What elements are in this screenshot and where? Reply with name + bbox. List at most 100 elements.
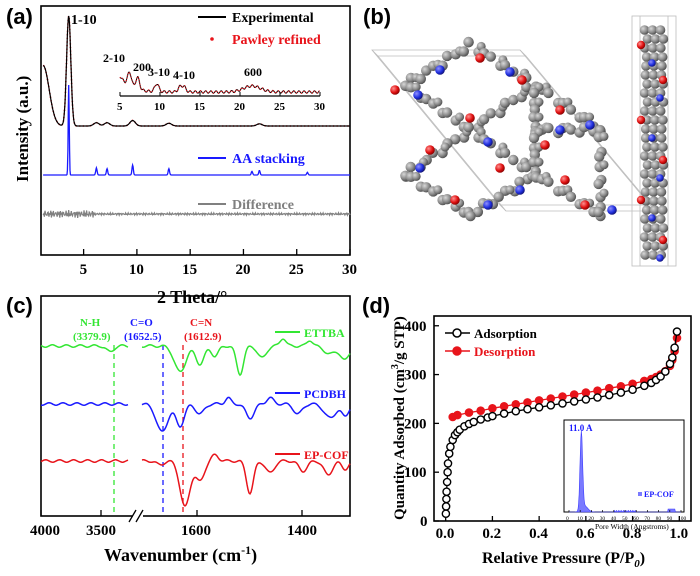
legend-label-ettba: ETTBA: [304, 326, 345, 340]
atom-carbon: [647, 25, 658, 35]
atom-carbon: [639, 151, 650, 161]
atom-carbon: [647, 169, 658, 179]
unit-cell-outline: [371, 15, 677, 267]
inset-peak-600: 600: [244, 65, 262, 79]
data-point-adsorption: [476, 415, 486, 424]
inset-ticks-a: 5 10 15 20 25 30: [117, 92, 326, 113]
atom-carbon: [657, 61, 667, 71]
atom-carbon: [640, 214, 650, 224]
atom-carbon: [593, 178, 604, 190]
atom-carbon: [458, 46, 469, 57]
atom-carbon: [650, 160, 661, 170]
data-point-adsorption: [581, 395, 591, 404]
atom-carbon: [647, 232, 658, 242]
marker-value-nh: (3379.9): [73, 331, 111, 343]
panel-label-b: (b): [363, 4, 391, 29]
series-aa-stacking: [43, 84, 350, 176]
x-tick-a-2: 15: [182, 262, 197, 278]
atom-carbon: [642, 142, 652, 152]
legend-swatch-pawley: [210, 37, 214, 41]
data-point-desorption: [534, 396, 544, 405]
x-axis-label-c: Wavenumber (cm-1): [104, 543, 257, 566]
axis-break-marks: [128, 509, 144, 523]
atom-oxygen: [465, 113, 475, 123]
atom-oxygen: [560, 175, 570, 185]
atom-carbon: [650, 34, 661, 44]
legend-label-aa: AA stacking: [232, 152, 305, 167]
atom-carbon: [565, 124, 577, 135]
data-point-adsorption: [593, 393, 602, 402]
atom-carbon: [411, 171, 421, 181]
panel-label-c: (c): [6, 293, 33, 318]
atom-carbon: [658, 223, 669, 233]
plot-frame-a: [40, 5, 351, 256]
inset-tick-d-1: 10: [577, 516, 583, 522]
x-tick-c-2: 1600: [181, 523, 211, 539]
plot-frame-d: [433, 315, 692, 522]
legend-marker-adsorption: [452, 328, 462, 338]
atom-oxygen: [540, 140, 550, 150]
data-point-adsorption: [441, 509, 451, 519]
atom-oxygen: [580, 200, 590, 210]
atom-carbon: [594, 151, 605, 162]
x-tick-d-5: 1.0: [669, 526, 688, 542]
panel-label-a: (a): [6, 4, 33, 29]
y-tick-d-2: 200: [404, 416, 427, 432]
legend-label-epcof: EP-COF: [304, 448, 349, 462]
atom-carbon: [642, 241, 653, 251]
atom-carbon: [405, 161, 416, 173]
inset-tick-4: 25: [274, 101, 286, 113]
data-point-adsorption: [672, 327, 682, 336]
y-tick-d-1: 100: [404, 465, 427, 481]
inset-tick-d-2: 20: [588, 516, 594, 522]
atom-carbon: [499, 147, 511, 158]
atom-carbon: [534, 157, 544, 167]
inset-legend-label: EP-COF: [644, 490, 674, 499]
atom-nitrogen: [656, 254, 664, 262]
atom-carbon: [441, 107, 453, 118]
atom-oxygen: [555, 105, 565, 115]
atom-carbon: [508, 94, 519, 106]
inset-peak-2-10: 2-10: [103, 51, 125, 65]
data-point-desorption: [581, 388, 591, 397]
atom-carbon: [648, 70, 659, 80]
data-point-adsorption: [604, 390, 614, 400]
atom-carbon: [599, 160, 609, 170]
atom-carbon: [655, 106, 666, 116]
atom-carbon: [642, 115, 652, 125]
data-point-adsorption: [488, 411, 497, 421]
data-point-adsorption: [442, 487, 451, 497]
inset-legend-swatch: [638, 492, 642, 496]
atom-carbon: [508, 154, 519, 166]
data-point-desorption: [476, 406, 486, 416]
x-axis-label-a: 2 Theta/°: [157, 287, 227, 307]
x-axis-ticks-c: [40, 510, 303, 516]
data-point-desorption: [499, 401, 509, 411]
atom-carbon: [585, 112, 595, 122]
atom-carbon: [599, 188, 609, 198]
atom-nitrogen: [607, 205, 617, 215]
data-point-adsorption: [444, 449, 454, 458]
series-ep-cof: [40, 453, 351, 507]
atom-nitrogen: [656, 174, 664, 182]
series-adsorption-points: [441, 327, 682, 519]
atom-carbon: [534, 97, 544, 107]
atom-carbon: [647, 151, 658, 161]
atom-carbon: [411, 82, 421, 92]
atom-carbon: [543, 87, 554, 99]
atom-carbon: [640, 124, 651, 134]
data-point-adsorption: [499, 409, 509, 418]
atom-nitrogen: [515, 185, 525, 195]
atom-nitrogen: [435, 65, 445, 75]
atom-oxygen: [658, 75, 668, 85]
atom-carbon: [649, 196, 659, 206]
atom-nitrogen: [648, 134, 656, 142]
series-ettba: [40, 338, 351, 377]
inset-tick-d-7: 70: [644, 516, 650, 522]
atom-nitrogen: [648, 214, 656, 222]
data-point-desorption: [488, 403, 497, 413]
atom-carbon: [450, 134, 461, 145]
atom-nitrogen: [483, 200, 493, 210]
inset-tick-d-0: 0: [566, 516, 569, 522]
atom-carbon: [642, 223, 653, 233]
